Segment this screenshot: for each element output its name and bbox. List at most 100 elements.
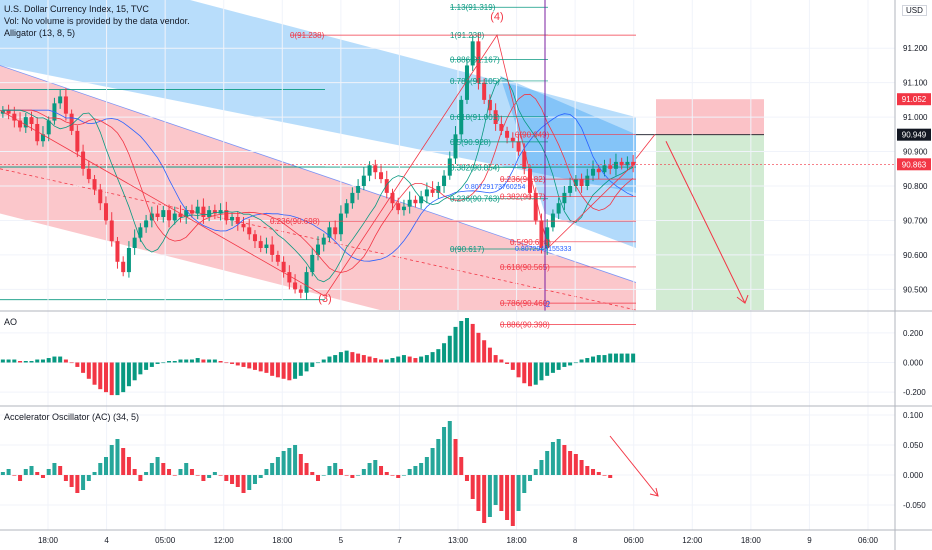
candle-body (344, 203, 349, 214)
ac-bar (310, 472, 315, 475)
ao-legend[interactable]: AO (4, 317, 18, 327)
alligator-lips (2, 77, 634, 283)
candle-body (327, 227, 332, 238)
fib-level-label: 0(90.617) (450, 245, 485, 254)
ac-tick-label: -0.050 (903, 501, 926, 510)
alligator-jaw (2, 109, 634, 262)
ac-pane[interactable] (0, 421, 659, 526)
ao-bar (52, 356, 57, 363)
ac-bar (321, 475, 326, 476)
candle-body (126, 248, 131, 273)
ac-bar (184, 463, 189, 475)
ao-bar (338, 352, 343, 363)
ao-bar (58, 356, 63, 363)
ac-bar (0, 472, 5, 475)
currency-label[interactable]: USD (902, 5, 927, 16)
candle-body (281, 261, 286, 273)
ac-bar (287, 448, 292, 475)
ac-bar (275, 457, 280, 475)
ao-bar (207, 359, 212, 363)
ao-bar (430, 352, 435, 363)
ac-bar (92, 472, 97, 475)
time-tick-label: 12:00 (682, 536, 703, 545)
ao-bar (499, 359, 504, 363)
candle-body (464, 65, 469, 100)
candle-body (218, 210, 223, 214)
ao-bar (361, 355, 366, 363)
ao-bar (384, 359, 389, 363)
candle-body (207, 210, 212, 217)
ac-bar (230, 475, 235, 484)
ac-bar (470, 475, 475, 499)
ao-bar (602, 355, 607, 363)
ao-bar (591, 356, 596, 363)
ac-bar (235, 475, 240, 487)
candle-body (591, 168, 596, 176)
ac-bar (132, 469, 137, 475)
price-tick-label: 90.900 (903, 148, 928, 157)
candle-body (522, 151, 527, 169)
ao-bar (144, 362, 149, 370)
ao-bar (0, 359, 5, 363)
ac-bar (298, 454, 303, 475)
ac-legend[interactable]: Accelerator Oscillator (AC) (34, 5) (4, 412, 140, 422)
ao-bar (235, 362, 240, 366)
price-badge (897, 128, 931, 141)
price-tick-label: 90.600 (903, 251, 928, 260)
ao-bar (35, 359, 40, 363)
ao-bar (379, 359, 384, 363)
candle-body (602, 165, 607, 173)
candle-body (167, 210, 172, 221)
ao-bar (212, 359, 217, 363)
ao-bar (270, 362, 275, 376)
fib-level-label: 1(91.238) (450, 31, 485, 40)
ac-tick-label: 0.100 (903, 411, 924, 420)
ac-bar (293, 445, 298, 475)
ac-bar (344, 475, 349, 476)
ao-bar (103, 362, 109, 393)
candle-body (121, 261, 126, 273)
ac-bar (333, 463, 338, 475)
candle-body (505, 130, 510, 138)
ac-bar (195, 475, 200, 476)
candle-body (46, 120, 51, 135)
drawing-overlay: 1.13(91.319) 1(91.238) 0.886(91.167) 0.786(… (0, 0, 895, 329)
ao-bar (241, 362, 246, 367)
ao-bar (293, 362, 298, 379)
ac-bar (207, 475, 212, 478)
candle-body (270, 244, 275, 255)
ac-bar (545, 451, 550, 475)
time-tick-label: 05:00 (155, 536, 176, 545)
time-tick-label: 12:00 (214, 536, 235, 545)
ac-bar (23, 469, 28, 475)
candle-body (367, 165, 372, 176)
ac-bar (252, 475, 257, 484)
candle-body (350, 192, 355, 204)
ac-bar (35, 472, 40, 475)
ao-pane[interactable] (0, 318, 636, 396)
ac-bar (58, 466, 63, 475)
ac-bar (98, 463, 103, 475)
wave-label-2: 2 (546, 300, 551, 309)
candle-body (631, 161, 636, 166)
ao-bar (413, 358, 418, 363)
candle-body (132, 237, 137, 248)
projection-arrow (665, 141, 746, 304)
candle-body (109, 220, 114, 242)
ao-tick-label: -0.200 (903, 388, 926, 397)
ac-bar (596, 472, 601, 475)
ac-bar (562, 445, 567, 475)
alligator-legend[interactable]: Alligator (13, 8, 5) (4, 28, 76, 38)
candle-body (287, 272, 292, 283)
ac-bar (367, 463, 372, 475)
time-tick-label: 13:00 (448, 536, 469, 545)
ac-bar (63, 475, 68, 481)
candle-body (58, 96, 63, 104)
ac-bar (121, 448, 126, 475)
fib-level-label: 0.886(91.167) (450, 56, 500, 65)
candle-body (304, 272, 309, 293)
price-pane[interactable] (0, 33, 636, 300)
time-tick-label: 18:00 (507, 536, 528, 545)
candle-body (562, 192, 567, 204)
